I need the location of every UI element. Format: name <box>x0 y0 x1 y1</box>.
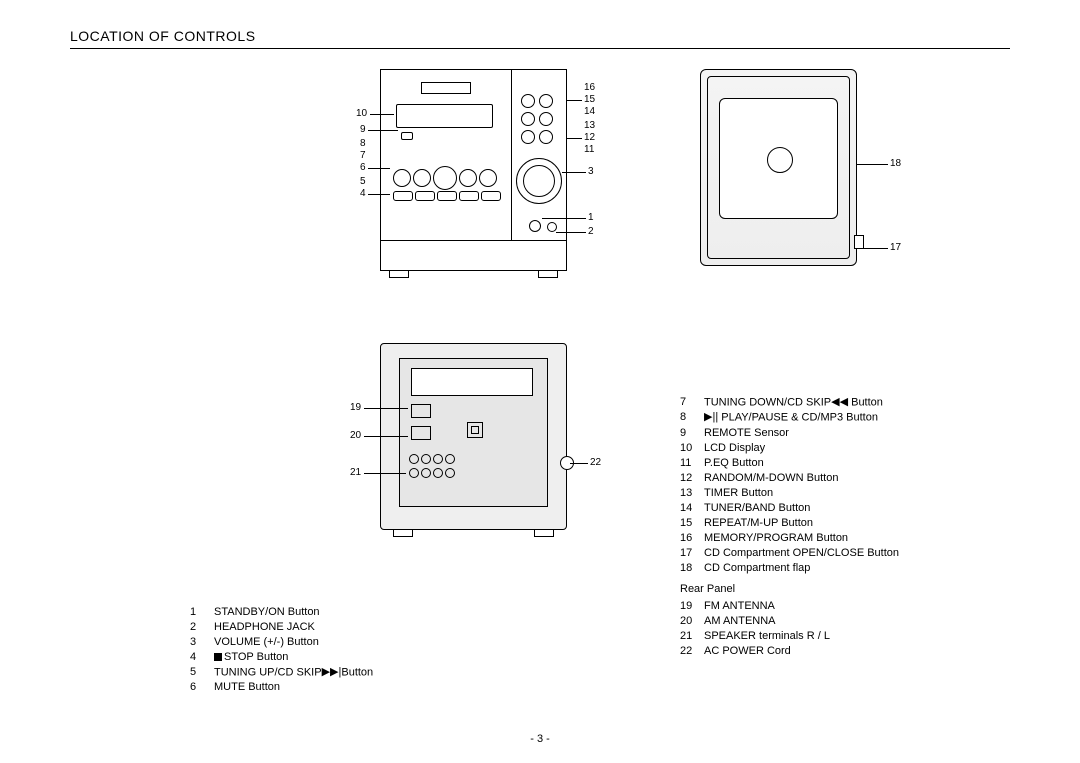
legend-row-12: 12RANDOM/M-DOWN Button <box>680 471 899 486</box>
volume-knob <box>516 158 562 204</box>
callout-3: 3 <box>588 167 594 177</box>
cd-compartment <box>700 69 857 266</box>
page-number: - 3 - <box>0 733 1080 745</box>
legend-row-17: 17CD Compartment OPEN/CLOSE Button <box>680 546 899 561</box>
callout-14: 14 <box>584 107 595 117</box>
callout-19: 19 <box>350 403 361 413</box>
legend-row-3: 3VOLUME (+/-) Button <box>190 635 373 650</box>
rear-panel-diagram: 19 20 21 22 <box>340 343 630 553</box>
callout-22: 22 <box>590 458 601 468</box>
legend-row-4: 4STOP Button <box>190 650 373 665</box>
legend-row-11: 11P.EQ Button <box>680 456 899 471</box>
legend-row-8: 8▶|| PLAY/PAUSE & CD/MP3 Button <box>680 410 899 425</box>
rear-panel-subhead: Rear Panel <box>680 582 899 597</box>
legend-row-21: 21SPEAKER terminals R / L <box>680 629 899 644</box>
callout-7: 7 <box>360 151 366 161</box>
legend-row-6: 6MUTE Button <box>190 680 373 695</box>
legend-left-column: 1STANDBY/ON Button2HEADPHONE JACK3VOLUME… <box>190 605 373 695</box>
top-view-diagram: 18 17 <box>690 63 930 293</box>
legend-row-7: 7TUNING DOWN/CD SKIP◀◀ Button <box>680 395 899 410</box>
heading-rule <box>70 48 1010 49</box>
callout-10: 10 <box>356 109 367 119</box>
callout-18: 18 <box>890 159 901 169</box>
manual-page: LOCATION OF CONTROLS <box>0 0 1080 763</box>
callout-20: 20 <box>350 431 361 441</box>
rear-unit-outline <box>380 343 567 530</box>
open-close-latch <box>854 235 864 249</box>
callout-11: 11 <box>584 145 594 155</box>
legend-row-1: 1STANDBY/ON Button <box>190 605 373 620</box>
callout-6: 6 <box>360 163 366 173</box>
callout-5: 5 <box>360 177 366 187</box>
callout-12: 12 <box>584 133 595 143</box>
callout-2: 2 <box>588 227 594 237</box>
legend-row-22: 22AC POWER Cord <box>680 644 899 659</box>
page-title: LOCATION OF CONTROLS <box>70 28 1010 44</box>
callout-21: 21 <box>350 468 361 478</box>
control-button-row <box>393 166 503 188</box>
callout-9: 9 <box>360 125 366 135</box>
legend-row-18: 18 CD Compartment flap <box>680 561 899 576</box>
callout-16: 16 <box>584 83 595 93</box>
legend-row-5: 5TUNING UP/CD SKIP▶▶|Button <box>190 665 373 680</box>
callout-17: 17 <box>890 243 901 253</box>
rear-section: 19 20 21 22 7TUNING DOWN/CD SKIP◀◀ Butto… <box>340 343 1010 659</box>
front-unit-outline <box>380 69 567 271</box>
callout-15: 15 <box>584 95 595 105</box>
legend-row-16: 16MEMORY/PROGRAM Button <box>680 531 899 546</box>
legend-row-9: 9REMOTE Sensor <box>680 426 899 441</box>
front-panel-diagram: 10 9 8 7 6 5 4 16 15 14 13 12 11 3 <box>340 63 630 293</box>
legend-row-14: 14TUNER/BAND Button <box>680 501 899 516</box>
legend-row-20: 20AM ANTENNA <box>680 614 899 629</box>
top-diagrams-row: 10 9 8 7 6 5 4 16 15 14 13 12 11 3 <box>340 63 1010 293</box>
legend-row-15: 15REPEAT/M-UP Button <box>680 516 899 531</box>
legend-row-19: 19FM ANTENNA <box>680 599 899 614</box>
callout-4: 4 <box>360 189 366 199</box>
legend-row-13: 13TIMER Button <box>680 486 899 501</box>
callout-8: 8 <box>360 139 366 149</box>
lcd-display <box>396 104 493 128</box>
legend-row-2: 2HEADPHONE JACK <box>190 620 373 635</box>
legend-row-10: 10LCD Display <box>680 441 899 456</box>
legend-right-column: 7TUNING DOWN/CD SKIP◀◀ Button8▶|| PLAY/P… <box>680 395 899 659</box>
callout-13: 13 <box>584 121 595 131</box>
callout-1: 1 <box>588 213 594 223</box>
remote-sensor <box>401 132 413 140</box>
